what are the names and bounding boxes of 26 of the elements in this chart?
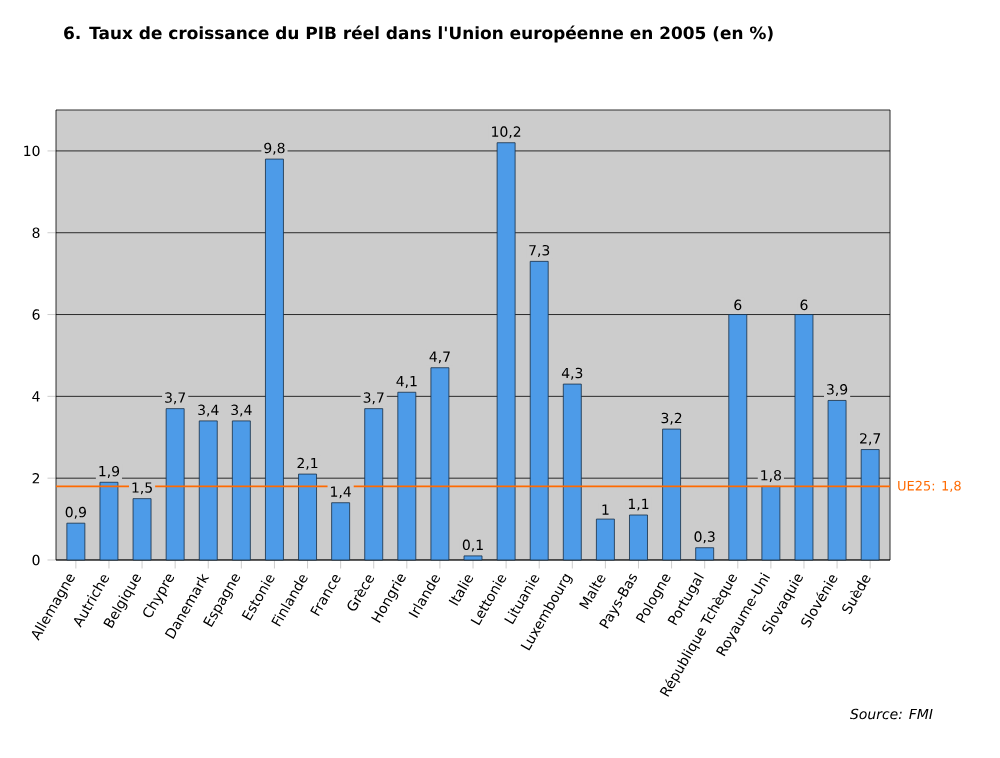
bar bbox=[596, 518, 615, 561]
chart-title: 6. Taux de croissance du PIB réel dans l'Union européenne en 2005 (en %) bbox=[64, 25, 773, 43]
bar bbox=[364, 408, 384, 561]
bar bbox=[463, 555, 483, 561]
bar bbox=[662, 428, 681, 561]
bar bbox=[132, 498, 152, 561]
bar bbox=[99, 481, 119, 561]
bar bbox=[728, 314, 748, 561]
bar bbox=[794, 314, 814, 561]
bar bbox=[827, 400, 847, 561]
bar bbox=[761, 485, 781, 561]
bar bbox=[198, 420, 218, 561]
bar bbox=[860, 449, 880, 561]
bar bbox=[397, 391, 417, 561]
bar bbox=[529, 260, 549, 561]
bar bbox=[496, 142, 516, 561]
bar bbox=[430, 367, 450, 561]
bar bbox=[629, 514, 648, 561]
bar bbox=[231, 420, 251, 561]
bar bbox=[562, 383, 582, 561]
bar bbox=[265, 158, 284, 561]
bar bbox=[331, 502, 351, 561]
bar bbox=[66, 522, 86, 561]
bar bbox=[298, 473, 317, 561]
bar bbox=[165, 408, 185, 561]
bar bbox=[695, 547, 715, 561]
